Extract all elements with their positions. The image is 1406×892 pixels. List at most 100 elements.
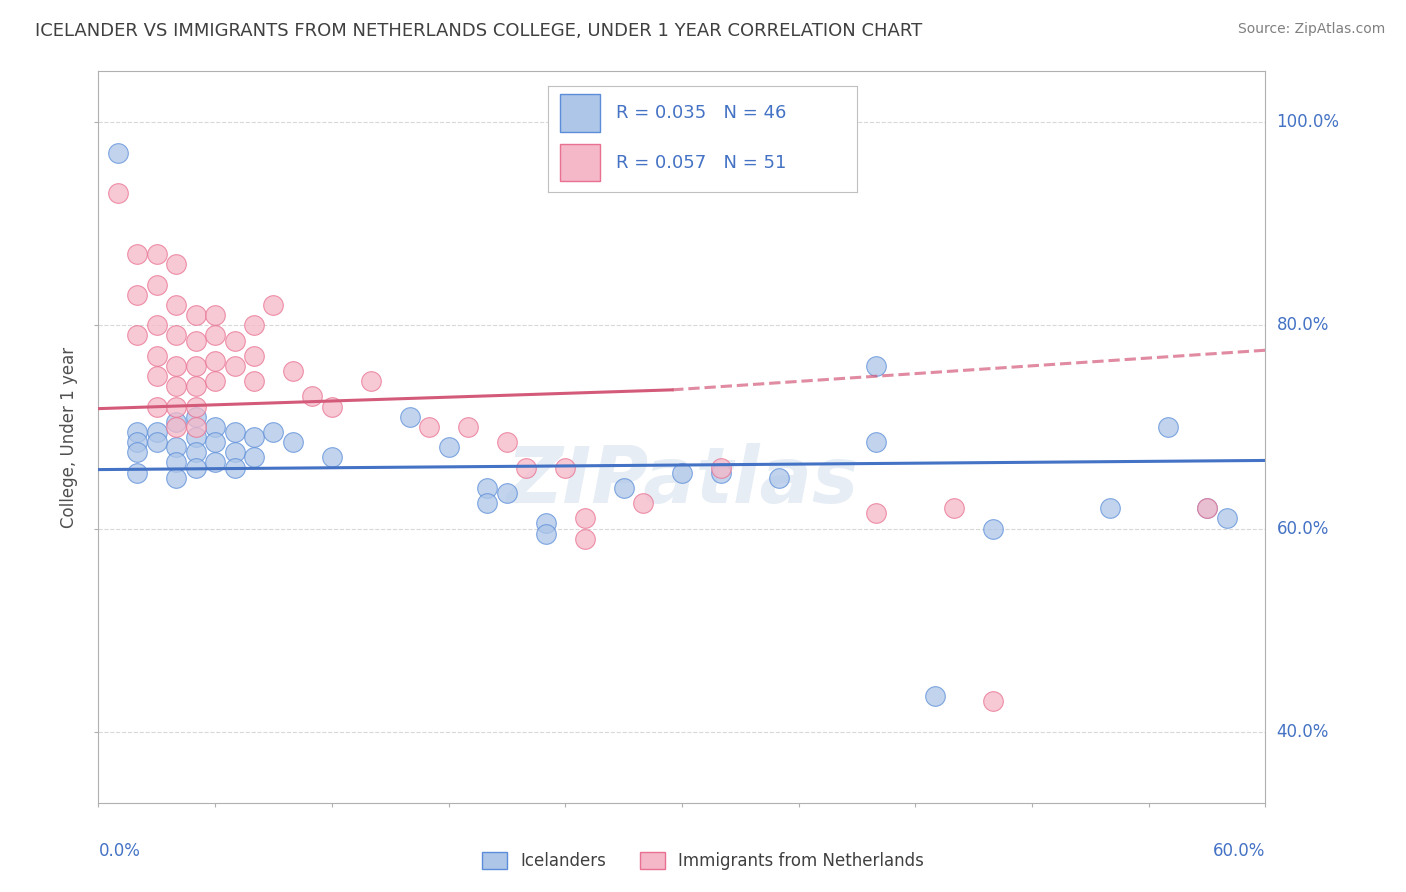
- Point: [924, 689, 946, 703]
- Point: [281, 364, 304, 378]
- Point: [224, 460, 246, 475]
- Point: [127, 247, 149, 261]
- Point: [146, 247, 169, 261]
- Point: [204, 455, 226, 469]
- Point: [534, 516, 557, 531]
- Point: [398, 409, 420, 424]
- Point: [224, 445, 246, 459]
- Point: [165, 379, 187, 393]
- Y-axis label: College, Under 1 year: College, Under 1 year: [60, 346, 79, 528]
- Point: [243, 349, 266, 363]
- Point: [165, 359, 187, 373]
- Point: [1195, 501, 1218, 516]
- Point: [477, 481, 499, 495]
- Point: [262, 425, 284, 439]
- Point: [321, 450, 343, 465]
- Point: [243, 374, 266, 388]
- Point: [710, 460, 733, 475]
- Point: [184, 409, 207, 424]
- Point: [1195, 501, 1218, 516]
- Point: [204, 354, 226, 368]
- Point: [1098, 501, 1121, 516]
- Point: [146, 425, 169, 439]
- Point: [457, 420, 479, 434]
- Point: [574, 511, 596, 525]
- Point: [262, 298, 284, 312]
- Point: [204, 374, 226, 388]
- Point: [1215, 511, 1237, 525]
- Point: [146, 435, 169, 450]
- Point: [127, 435, 149, 450]
- Point: [165, 471, 187, 485]
- Text: 0.0%: 0.0%: [98, 842, 141, 860]
- Point: [418, 420, 440, 434]
- Point: [865, 435, 887, 450]
- Point: [631, 496, 654, 510]
- Legend: Icelanders, Immigrants from Netherlands: Icelanders, Immigrants from Netherlands: [475, 845, 931, 877]
- Point: [127, 466, 149, 480]
- Point: [184, 359, 207, 373]
- Point: [865, 359, 887, 373]
- Point: [768, 471, 790, 485]
- Point: [165, 400, 187, 414]
- Point: [1157, 420, 1180, 434]
- Text: 60.0%: 60.0%: [1213, 842, 1265, 860]
- Text: 60.0%: 60.0%: [1277, 519, 1329, 538]
- Point: [204, 328, 226, 343]
- Point: [165, 257, 187, 271]
- Point: [534, 526, 557, 541]
- Point: [321, 400, 343, 414]
- Point: [281, 435, 304, 450]
- Point: [184, 460, 207, 475]
- Point: [515, 460, 537, 475]
- Text: 40.0%: 40.0%: [1277, 723, 1329, 740]
- Text: 100.0%: 100.0%: [1277, 113, 1340, 131]
- Point: [165, 455, 187, 469]
- Point: [671, 466, 693, 480]
- Point: [554, 460, 576, 475]
- Point: [165, 415, 187, 429]
- Point: [496, 435, 519, 450]
- Point: [224, 359, 246, 373]
- Point: [243, 430, 266, 444]
- Point: [165, 328, 187, 343]
- Point: [127, 425, 149, 439]
- Point: [204, 435, 226, 450]
- Point: [204, 420, 226, 434]
- Point: [146, 349, 169, 363]
- Point: [127, 445, 149, 459]
- Point: [184, 334, 207, 348]
- Point: [107, 145, 129, 160]
- Point: [127, 328, 149, 343]
- Point: [184, 420, 207, 434]
- Point: [184, 379, 207, 393]
- Point: [165, 420, 187, 434]
- Text: Source: ZipAtlas.com: Source: ZipAtlas.com: [1237, 22, 1385, 37]
- Point: [184, 308, 207, 322]
- Point: [981, 694, 1004, 708]
- Point: [107, 186, 129, 201]
- Point: [613, 481, 636, 495]
- Point: [865, 506, 887, 520]
- Point: [165, 298, 187, 312]
- Text: ICELANDER VS IMMIGRANTS FROM NETHERLANDS COLLEGE, UNDER 1 YEAR CORRELATION CHART: ICELANDER VS IMMIGRANTS FROM NETHERLANDS…: [35, 22, 922, 40]
- Point: [943, 501, 966, 516]
- Point: [243, 450, 266, 465]
- Point: [360, 374, 382, 388]
- Point: [146, 318, 169, 333]
- Point: [146, 277, 169, 292]
- Point: [496, 486, 519, 500]
- Point: [184, 430, 207, 444]
- Point: [224, 425, 246, 439]
- Text: ZIPatlas: ZIPatlas: [506, 443, 858, 519]
- Point: [243, 318, 266, 333]
- Point: [184, 445, 207, 459]
- Point: [165, 440, 187, 454]
- Point: [224, 334, 246, 348]
- Point: [574, 532, 596, 546]
- Point: [146, 369, 169, 384]
- Point: [184, 400, 207, 414]
- Point: [301, 389, 323, 403]
- Point: [710, 466, 733, 480]
- Text: 80.0%: 80.0%: [1277, 317, 1329, 334]
